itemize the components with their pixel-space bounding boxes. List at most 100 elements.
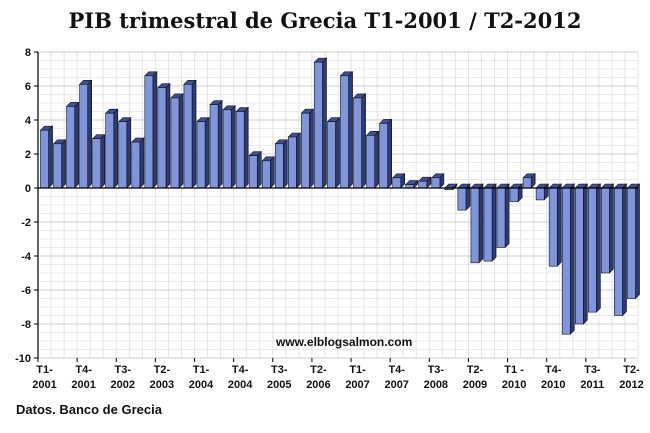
bar-side — [230, 105, 236, 189]
bar-T4-2011 — [600, 183, 615, 274]
bar-side — [270, 156, 275, 189]
bar-T4-2009 — [496, 183, 510, 249]
bar-side — [126, 116, 132, 189]
bar-side — [596, 183, 601, 313]
bar-front — [40, 129, 49, 189]
x-tick-label-quarter: T2- — [623, 364, 640, 376]
x-tick-label-year: 2004 — [189, 379, 214, 391]
bar-T1-2003 — [144, 71, 158, 189]
bar-T1-2008 — [404, 179, 419, 189]
bar-side — [256, 150, 262, 189]
bar-T4-2002 — [131, 137, 145, 189]
bar-side — [335, 116, 340, 189]
bar-side — [296, 132, 301, 189]
bar-side — [374, 130, 379, 189]
x-tick-label-year: 2004 — [228, 379, 253, 391]
bar-front — [627, 187, 636, 299]
x-tick-label-year: 2006 — [306, 379, 330, 391]
bar-front — [431, 177, 441, 189]
bar-front — [483, 187, 493, 262]
bar-T2-2010 — [522, 173, 536, 189]
bar-front — [457, 187, 467, 211]
bar-T1-2004 — [196, 116, 210, 189]
bar-front — [327, 121, 336, 189]
bar-T2-2007 — [365, 130, 380, 189]
bar-T2-2001 — [52, 139, 67, 189]
x-tick-label-year: 2011 — [580, 379, 604, 391]
y-tick-label: -10 — [15, 353, 31, 365]
bar-front — [235, 111, 245, 189]
bar-side — [191, 79, 197, 189]
bar-T3-2010 — [535, 183, 549, 201]
bar-side — [556, 183, 562, 267]
watermark-text: www.elblogsalmon.com — [276, 335, 413, 349]
bar-T1-2002 — [91, 133, 106, 189]
bar-front — [614, 187, 623, 316]
bar-T2-2003 — [157, 82, 171, 189]
bar-side — [139, 137, 145, 189]
bar-side — [387, 118, 392, 189]
x-tick-label-quarter: T4- — [545, 364, 562, 376]
bar-side — [635, 183, 640, 300]
bar-T4-2010 — [548, 183, 562, 267]
bar-front — [131, 141, 141, 189]
x-tick-label-year: 2001 — [32, 379, 56, 391]
bar-side — [309, 108, 314, 189]
bar-front — [118, 121, 128, 189]
bar-front — [66, 106, 75, 189]
bar-side — [100, 133, 106, 189]
bar-front — [144, 75, 154, 189]
bar-T4-2007 — [391, 173, 406, 189]
bar-side — [61, 139, 66, 189]
bar-side — [609, 183, 614, 274]
x-tick-label-quarter: T4- — [75, 364, 92, 376]
bar-front — [301, 112, 310, 189]
x-tick-label-quarter: T1- — [349, 364, 366, 376]
bar-front — [314, 61, 323, 189]
bar-side — [152, 71, 158, 189]
bar-side — [113, 108, 119, 189]
x-tick-label-quarter: T1- — [193, 364, 210, 376]
x-tick-label-year: 2002 — [111, 379, 135, 391]
chart-title: PIB trimestral de Grecia T1-2001 / T2-20… — [68, 8, 582, 33]
bar-side — [48, 125, 53, 189]
x-tick-label-quarter: T1 - — [504, 364, 524, 376]
bar-side — [74, 101, 79, 189]
bar-side — [478, 183, 484, 264]
x-tick-label-year: 2008 — [424, 379, 448, 391]
bar-T3-2008 — [431, 173, 445, 189]
x-tick-label-quarter: T4- — [232, 364, 249, 376]
bar-side — [361, 93, 366, 189]
bar-T2-2009 — [470, 183, 484, 264]
bar-side — [570, 183, 575, 335]
bar-side — [178, 93, 184, 189]
bar-front — [379, 123, 388, 189]
source-note: Datos. Banco de Grecia — [16, 402, 162, 417]
bar-T4-2004 — [235, 106, 249, 189]
x-tick-label-year: 2012 — [619, 379, 643, 391]
bar-front — [392, 177, 402, 189]
bar-T1-2001 — [39, 125, 54, 189]
bar-front — [288, 136, 297, 189]
bar-T3-2001 — [65, 101, 80, 189]
bar-T1-2009 — [457, 183, 471, 211]
x-tick-label-year: 2003 — [150, 379, 174, 391]
bar-front — [209, 104, 219, 189]
y-axis-ticks: 8 6 4 2 0 -2 -4 -6 -8 -10 — [15, 47, 38, 365]
bar-front — [601, 187, 610, 274]
bar-front — [470, 187, 480, 264]
bar-front — [535, 187, 545, 201]
bar-side — [243, 106, 249, 189]
bar-T4-2001 — [78, 79, 93, 189]
bar-side — [504, 183, 510, 249]
y-tick-label: 4 — [25, 115, 32, 127]
bar-front — [418, 180, 428, 189]
bar-side — [322, 57, 327, 189]
bar-T3-2002 — [118, 116, 132, 189]
x-tick-label-quarter: T3- — [584, 364, 601, 376]
x-tick-label-year: 2010 — [541, 379, 565, 391]
bar-T2-2011 — [574, 183, 589, 325]
bar-T1-2010 — [509, 183, 523, 203]
bar-T3-2005 — [274, 139, 289, 189]
